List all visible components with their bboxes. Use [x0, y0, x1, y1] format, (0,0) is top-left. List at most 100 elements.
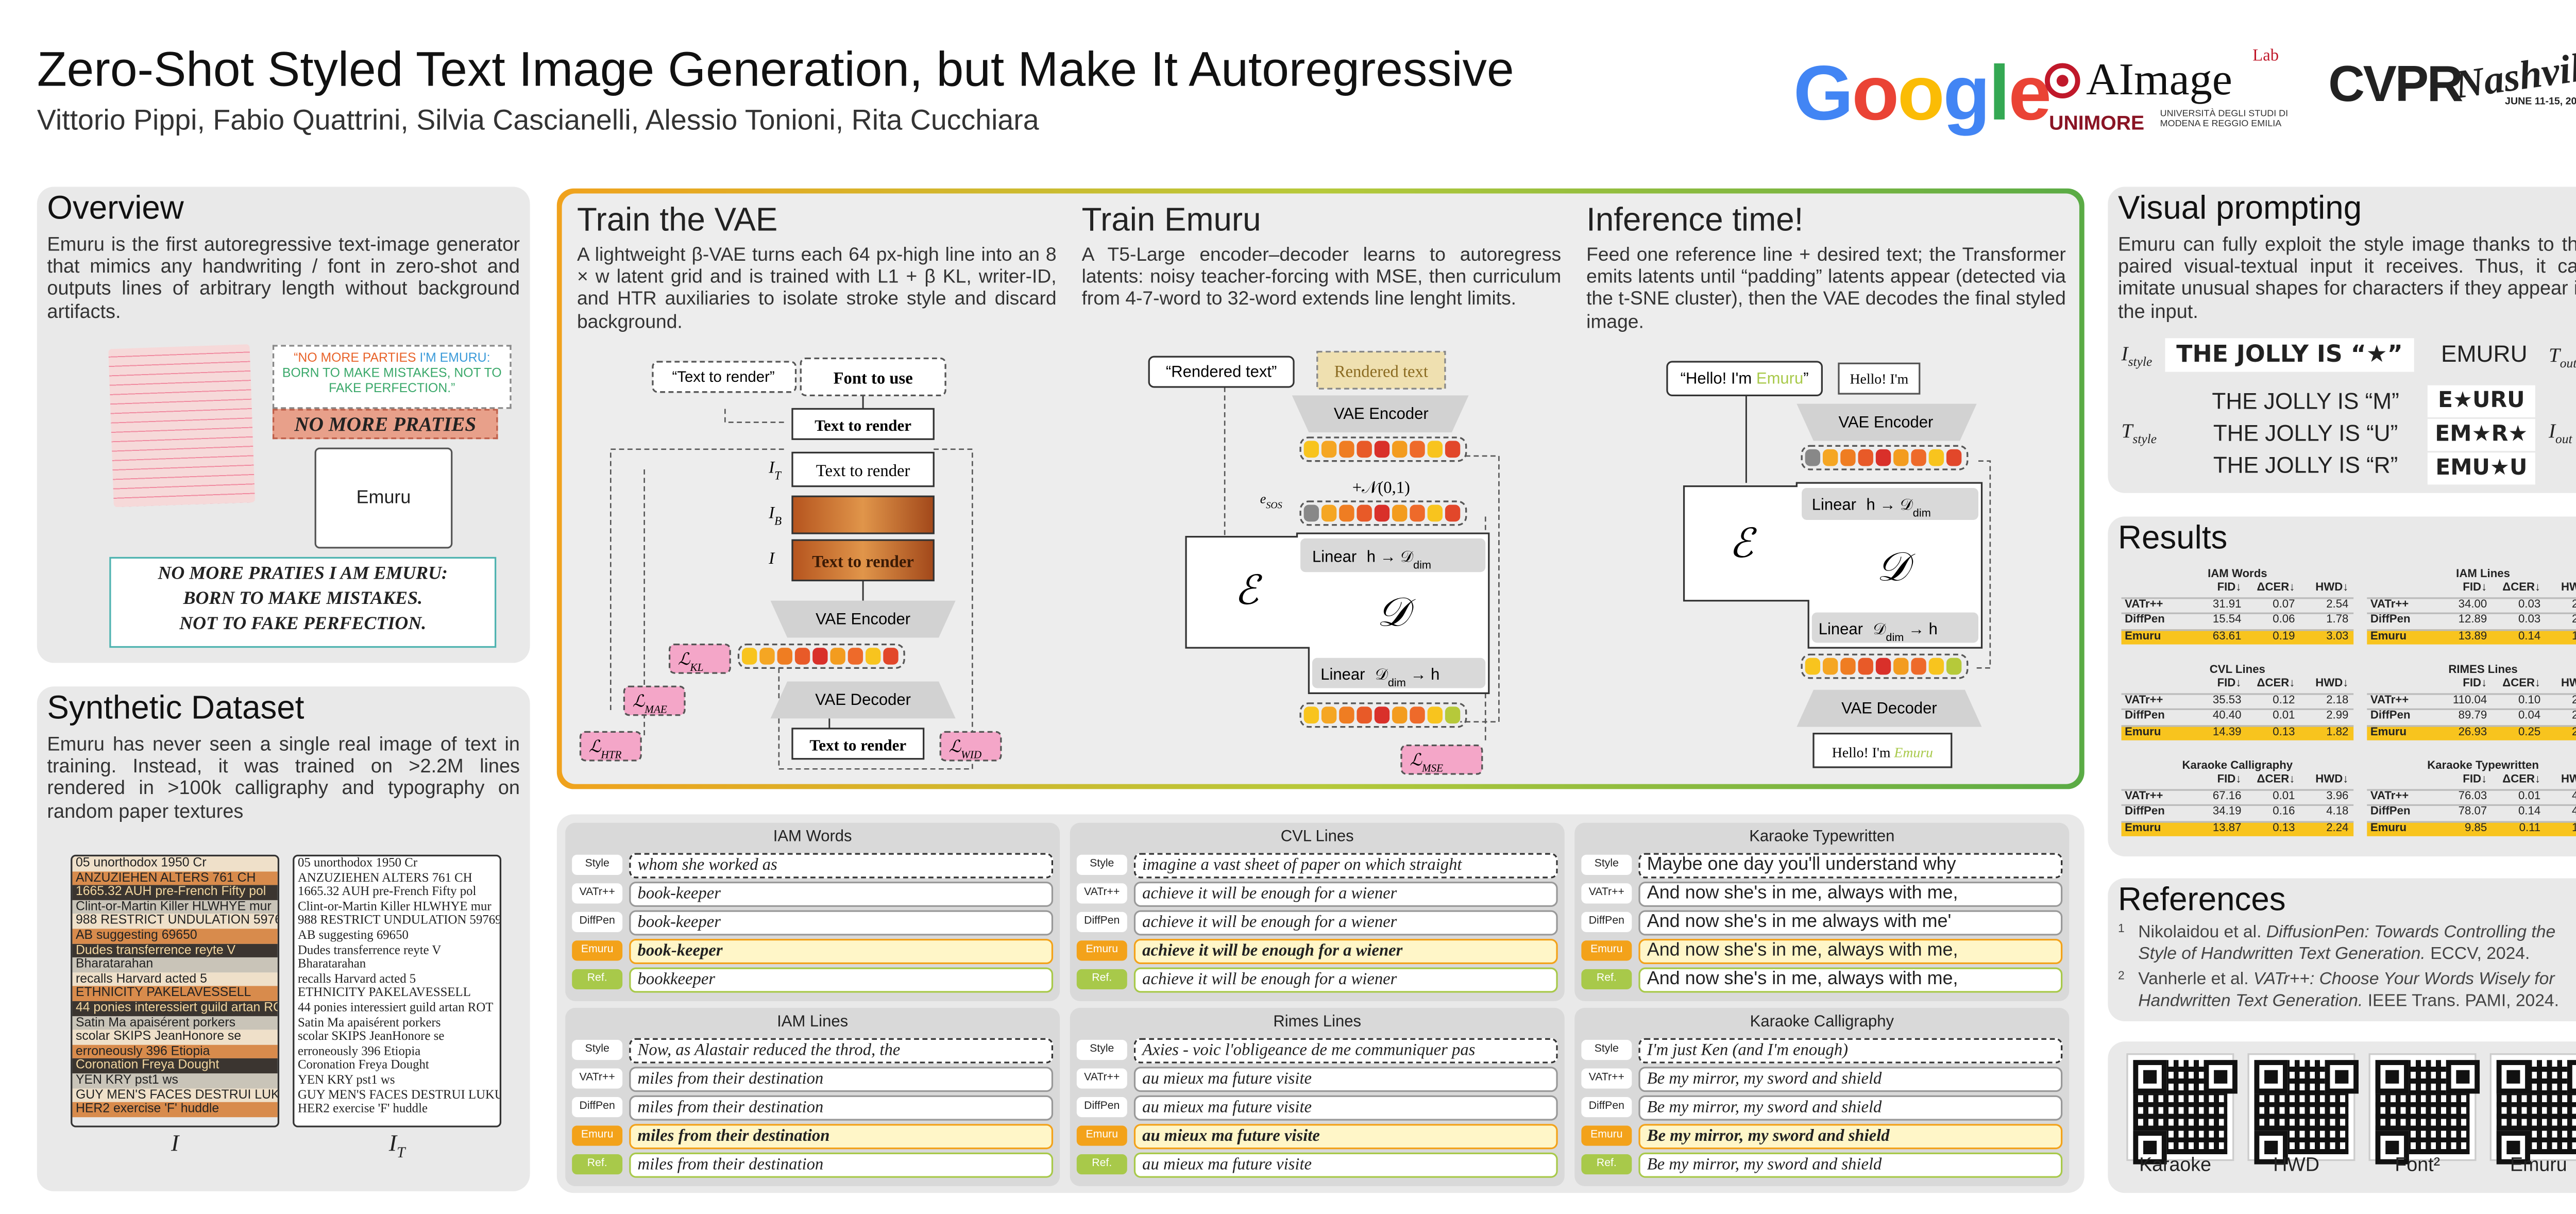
sample-title: Karaoke Calligraphy — [1750, 1013, 1894, 1032]
row-label: Ref. — [572, 1154, 623, 1175]
latent-cell — [1374, 504, 1390, 522]
model-cell: VATr++ — [2125, 790, 2163, 802]
cvpr: CVPR — [2328, 57, 2463, 113]
sample-line: erroneously 396 Etiopia — [72, 1044, 278, 1059]
qr-finder — [2375, 1131, 2409, 1165]
logo-icon — [2044, 63, 2080, 99]
ref-authors: Vanherle et al. — [2138, 971, 2249, 990]
inference-diagram: “Hello! I'm Emuru” Hello! I'm VAE Encode… — [1666, 361, 1991, 768]
path — [778, 448, 973, 770]
value-cell: 3.96 — [2326, 790, 2349, 802]
value-cell: 1.82 — [2326, 726, 2349, 738]
table-title: Karaoke Calligraphy — [2182, 760, 2293, 772]
symbol-base: ℒ — [633, 692, 646, 711]
row-label: Style — [1076, 1039, 1127, 1060]
vae-column: Train the VAE A lightweight β-VAE turns … — [577, 194, 1057, 783]
sample-line: 44 ponies interessiert guild artan ROT — [72, 1001, 278, 1016]
value-cell: 13.87 — [2212, 822, 2242, 834]
handwriting-sample: book-keeper — [629, 882, 1054, 907]
sample-line: scolar SKIPS JeanHonore se — [297, 1030, 445, 1043]
sample-line: Clint-or-Martin Killer HLWHYE mur — [72, 900, 278, 915]
handwriting-sample: au mieux ma future visite — [1133, 1095, 1558, 1121]
noise: +𝒩(0,1) — [1352, 479, 1410, 497]
g — [1801, 445, 1969, 470]
latent-frame — [1299, 436, 1467, 462]
i-out: Iout — [2549, 419, 2572, 447]
value-cell: 0.13 — [2273, 822, 2295, 834]
g — [1299, 702, 1467, 728]
sample-line: 988 RESTRICT UNDULATION 59769 — [72, 914, 278, 929]
results-table: Karaoke Typewritten FID↓ ΔCER↓ HWD↓ VATr++ 76… — [2367, 759, 2576, 837]
decoder: VAE Decoder — [1841, 699, 1937, 717]
latent-cell — [866, 648, 881, 665]
sample-row: Ref. achieve it will be enough for a wien… — [1076, 967, 1558, 993]
value-cell: 110.04 — [2452, 694, 2487, 706]
sample-row: VATr++ book-keeper — [572, 882, 1054, 907]
vae-diagram: “Text to render” Font to use Text to ren… — [579, 357, 1002, 770]
latent-cell — [1875, 449, 1891, 466]
row-label: Ref. — [572, 969, 623, 990]
value-cell: 0.16 — [2273, 806, 2295, 818]
g — [1801, 653, 1969, 679]
rect — [1300, 538, 1486, 572]
table-row: DiffPen 40.40 0.01 2.99 — [2121, 709, 2354, 724]
value-cell: 2.83 — [2546, 694, 2576, 709]
sample-row: Ref. miles from their destination — [572, 1152, 1054, 1178]
render: Text to render — [812, 552, 914, 571]
poster-title: Zero-Shot Styled Text Image Generation, … — [37, 43, 1514, 98]
rect — [1811, 612, 1979, 643]
value-cell: 0.04 — [2518, 710, 2541, 722]
header-cell: HWD↓ — [2315, 678, 2349, 690]
table-row: VATr++ 110.04 0.10 2.83 — [2367, 692, 2576, 709]
qr-finder — [2133, 1131, 2167, 1165]
value-cell: 4.18 — [2326, 806, 2349, 818]
handwriting-sample: Be my mirror, my sword and shield — [1638, 1095, 2063, 1121]
qr-finder — [2325, 1060, 2359, 1094]
sample-line: recalls Harvard acted 5 — [297, 972, 416, 986]
sample-title: Rimes Lines — [1273, 1013, 1362, 1032]
sample-line: 1665.32 AUH pre-French Fifty pol — [72, 885, 278, 900]
handwriting-sample: miles from their destination — [629, 1067, 1054, 1092]
qr-finder — [2496, 1060, 2531, 1094]
sample-row: Style Maybe one day you'll understand why — [1581, 853, 2063, 879]
symbol-sub: out — [2560, 356, 2576, 371]
latent-cell — [777, 648, 792, 665]
value-cell: 1.28 — [2546, 822, 2576, 837]
handwriting-sample: bookkeeper — [629, 967, 1054, 993]
symbol-sub: MAE — [644, 703, 667, 715]
table-row: DiffPen 78.07 0.14 4.71 — [2367, 804, 2576, 820]
row-label: Style — [572, 1039, 623, 1060]
handwriting-sample: miles from their destination — [629, 1095, 1054, 1121]
sample-line: HER2 exercise 'F' huddle — [72, 1102, 278, 1117]
handwriting-sample: Now, as Alastair reduced the throd, the — [629, 1038, 1054, 1064]
value-cell: 0.14 — [2518, 630, 2541, 643]
row-label: VATr++ — [1581, 1068, 1632, 1089]
latent-cell — [1321, 441, 1337, 458]
sample-line: ANZUZIEHEN ALTERS 761 CH — [297, 871, 472, 885]
value-cell: 0.13 — [2273, 726, 2295, 738]
title: Visual prompting — [2118, 190, 2362, 227]
latent-cell — [1840, 449, 1856, 466]
sample-line: 988 RESTRICT UNDULATION 59769 — [297, 914, 500, 928]
results-table: IAM Words FID↓ ΔCER↓ HWD↓ VATr++ 31.91 0.07 2.5… — [2121, 567, 2354, 645]
header-cell: HWD↓ — [2315, 582, 2349, 594]
loss-label: ℒHTR — [589, 738, 622, 761]
sample-title: Karaoke Typewritten — [1749, 828, 1895, 847]
symbol-base: ℒ — [1410, 751, 1422, 770]
qr-label: HWD — [2273, 1156, 2319, 1176]
row-label: Style — [1581, 1039, 1632, 1060]
sample-line: 44 ponies interessiert guild artan ROT — [297, 1001, 494, 1015]
crop: Hello! I'm — [1850, 371, 1909, 387]
model-cell: DiffPen — [2370, 710, 2411, 722]
latent-cell — [1427, 504, 1443, 522]
span: o — [1897, 48, 1945, 137]
row-label: Emuru — [1076, 940, 1127, 961]
prompt-box: “NO MORE PARTIES I'M EMURU: BORN TO MAKE… — [272, 345, 512, 409]
i: I — [768, 549, 775, 568]
latent-cell — [1893, 449, 1909, 466]
output: NOT TO FAKE PERFECTION. — [179, 614, 427, 635]
value-cell: 14.39 — [2212, 726, 2242, 738]
symbol-label: Linear — [1812, 495, 1856, 513]
model-cell: DiffPen — [2125, 806, 2165, 818]
